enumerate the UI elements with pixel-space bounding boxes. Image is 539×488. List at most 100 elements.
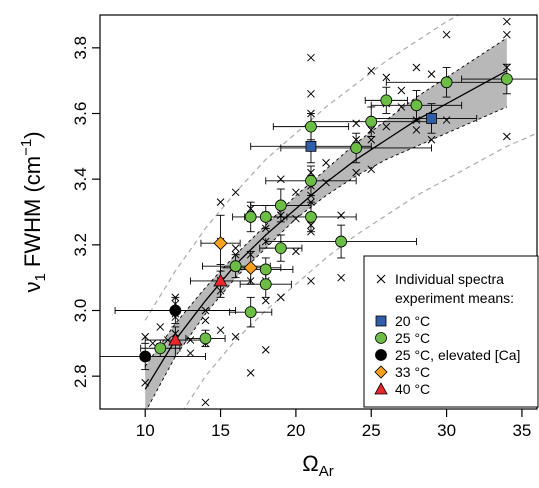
mean-point <box>244 211 257 223</box>
individual-spectrum-point <box>261 296 270 305</box>
individual-spectrum-point <box>156 323 165 331</box>
individual-spectrum-point <box>201 398 210 407</box>
individual-spectrum-point <box>397 103 406 111</box>
individual-spectrum-point <box>412 126 421 134</box>
individual-spectrum-point <box>307 277 315 285</box>
mean-point <box>305 174 317 187</box>
mean-point <box>213 236 228 251</box>
individual-spectrum-point <box>442 116 451 124</box>
individual-spectrum-point <box>216 198 225 207</box>
individual-spectrum-point <box>367 165 376 174</box>
individual-spectrum-point <box>201 316 210 325</box>
legend-marker-black-circle <box>375 349 387 361</box>
x-tick-label: 20 <box>286 421 305 440</box>
individual-spectrum-point <box>276 175 285 184</box>
confidence-band-lower-edge <box>146 106 508 409</box>
individual-spectrum-point <box>186 349 195 358</box>
individual-spectrum-point <box>352 119 361 128</box>
legend-label-20c: 20 °C <box>395 313 430 329</box>
y-axis: 2.8 3.0 3.2 3.4 3.6 3.8 <box>71 36 100 388</box>
y-axis-label: ν1 FWHM (cm−1) <box>18 131 49 292</box>
x-tick-label: 30 <box>437 421 456 440</box>
plot-frame <box>99 14 538 410</box>
individual-spectrum-point <box>352 168 361 177</box>
individual-spectrum-point <box>231 188 240 197</box>
y-tick-label: 3.0 <box>71 299 90 323</box>
y-tick-label: 3.4 <box>71 167 90 191</box>
legend-marker-square <box>375 315 387 327</box>
mean-point <box>365 115 378 128</box>
legend: Individual spectra experiment means: 20 … <box>363 255 539 408</box>
legend-label-33c: 33 °C <box>395 364 430 380</box>
y-tick-label: 3.6 <box>71 102 90 126</box>
individual-spectrum-point <box>216 326 225 335</box>
individual-spectrum-point <box>337 273 345 282</box>
individual-spectrum-point <box>261 346 270 354</box>
individual-spectrum-point <box>412 63 421 72</box>
individual-spectrum-point <box>337 211 345 220</box>
individual-spectrum-point <box>427 70 436 78</box>
x-tick-label: 25 <box>362 421 381 440</box>
legend-label-40c: 40 °C <box>395 381 430 397</box>
individual-spectrum-point <box>231 244 240 252</box>
y-tick-label: 3.8 <box>71 36 90 60</box>
mean-point <box>199 332 212 345</box>
legend-label-individual-spectra: Individual spectra <box>395 271 504 287</box>
mean-point <box>244 306 257 319</box>
individual-spectrum-point <box>307 89 315 98</box>
mean-point <box>243 260 258 275</box>
mean-point <box>500 73 513 85</box>
mean-point <box>229 260 242 273</box>
mean-point <box>259 278 272 291</box>
legend-label-25c-elevated-ca: 25 °C, elevated [Ca] <box>395 347 520 363</box>
individual-spectrum-point <box>292 214 300 223</box>
mean-error-bar <box>200 214 241 272</box>
individual-spectrum-point <box>397 86 406 95</box>
mean-point <box>259 211 272 223</box>
individual-spectrum-point <box>292 188 300 197</box>
individual-spectrum-point <box>367 135 376 144</box>
prediction-band-upper <box>144 15 460 321</box>
legend-marker-diamond <box>374 365 388 379</box>
mean-point <box>169 304 182 317</box>
mean-point <box>305 120 317 133</box>
x-axis: 10 15 20 25 30 35 <box>136 409 531 440</box>
mean-point <box>259 263 272 276</box>
mean-point <box>426 113 437 124</box>
confidence-band-area <box>145 37 507 409</box>
individual-spectrum-point <box>322 158 330 167</box>
x-tick-label: 10 <box>136 421 155 440</box>
individual-spectrum-point <box>292 247 300 256</box>
mean-point <box>168 332 183 346</box>
individual-spectrum-point <box>231 332 240 341</box>
experiment-means-group <box>139 73 513 363</box>
mean-point <box>305 140 317 152</box>
mean-point <box>274 242 287 255</box>
individual-spectrum-point <box>322 178 330 187</box>
y-tick-label: 2.8 <box>71 364 90 388</box>
mean-point <box>380 94 393 107</box>
individual-spectrum-point <box>503 30 511 39</box>
mean-point <box>305 211 317 223</box>
individual-spectrum-point <box>503 17 511 26</box>
mean-point <box>350 142 363 154</box>
individual-spectrum-point <box>382 122 391 131</box>
prediction-band-group <box>144 15 537 409</box>
x-tick-label: 35 <box>512 421 531 440</box>
individual-spectrum-point <box>442 30 451 39</box>
individual-spectrum-point <box>427 135 436 144</box>
mean-point <box>440 76 453 89</box>
individual-spectrum-point <box>367 66 376 75</box>
individual-spectrum-point <box>276 293 285 302</box>
mean-point <box>410 99 423 112</box>
legend-marker-green-circle <box>375 332 387 344</box>
individual-spectrum-point <box>307 53 315 62</box>
mean-point <box>335 235 348 248</box>
legend-marker-triangle <box>374 382 388 395</box>
y-tick-label: 3.2 <box>71 233 90 257</box>
mean-point <box>154 342 167 355</box>
legend-marker-cross <box>376 274 386 284</box>
mean-point <box>274 199 287 212</box>
